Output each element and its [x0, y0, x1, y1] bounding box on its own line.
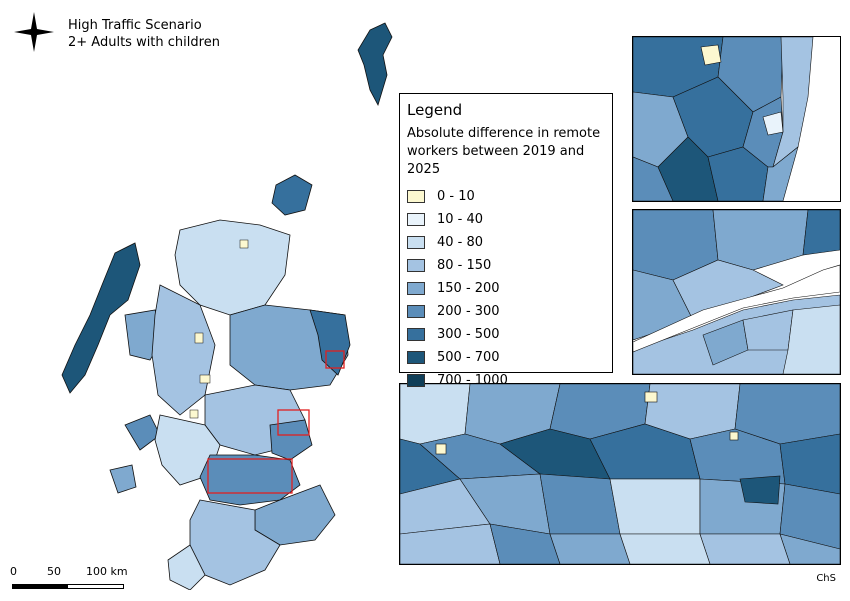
legend-swatch [407, 328, 425, 341]
author-credit: ChS [816, 573, 836, 584]
north-arrow-icon [14, 12, 54, 52]
map-legend: Legend Absolute difference in remote wor… [399, 93, 613, 388]
legend-swatch [407, 236, 425, 249]
inset-map-aberdeen [632, 36, 841, 202]
legend-label: 80 - 150 [437, 258, 492, 273]
scale-bar-black-segment [13, 585, 68, 588]
legend-label: 700 - 1000 [437, 373, 508, 388]
legend-item: 40 - 80 [407, 231, 612, 254]
legend-item: 0 - 10 [407, 185, 612, 208]
legend-title: Legend [407, 101, 463, 119]
scale-label-50: 50 [47, 565, 61, 578]
legend-swatch [407, 351, 425, 364]
scale-label-100: 100 km [86, 565, 128, 578]
legend-item: 80 - 150 [407, 254, 612, 277]
inset-aberdeen-graphic [633, 37, 840, 201]
map-title-line1: High Traffic Scenario [68, 18, 202, 33]
legend-swatch [407, 213, 425, 226]
legend-label: 10 - 40 [437, 212, 484, 227]
scale-bar: 0 50 100 km [10, 565, 132, 595]
legend-item: 300 - 500 [407, 323, 612, 346]
legend-item: 150 - 200 [407, 277, 612, 300]
legend-swatch [407, 305, 425, 318]
map-title: High Traffic Scenario 2+ Adults with chi… [68, 17, 220, 51]
legend-label: 0 - 10 [437, 189, 475, 204]
legend-swatch [407, 374, 425, 387]
inset-map-central-belt [399, 383, 841, 565]
legend-label: 300 - 500 [437, 327, 500, 342]
legend-swatch [407, 190, 425, 203]
legend-swatch [407, 259, 425, 272]
legend-swatch [407, 282, 425, 295]
scale-bar-graphic [12, 584, 124, 589]
scale-label-0: 0 [10, 565, 17, 578]
legend-item: 200 - 300 [407, 300, 612, 323]
legend-item: 700 - 1000 [407, 369, 612, 392]
inset-central-graphic [400, 384, 840, 564]
scotland-main-map [61, 22, 393, 590]
inset-dundee-graphic [633, 210, 840, 374]
map-title-line2: 2+ Adults with children [68, 35, 220, 50]
legend-label: 500 - 700 [437, 350, 500, 365]
legend-subtitle: Absolute difference in remote workers be… [407, 126, 601, 177]
legend-item: 500 - 700 [407, 346, 612, 369]
legend-item: 10 - 40 [407, 208, 612, 231]
inset-map-dundee [632, 209, 841, 375]
legend-items: 0 - 10 10 - 40 40 - 80 80 - 150 150 - 200 200… [407, 185, 612, 392]
legend-label: 40 - 80 [437, 235, 484, 250]
legend-label: 150 - 200 [437, 281, 500, 296]
legend-label: 200 - 300 [437, 304, 500, 319]
